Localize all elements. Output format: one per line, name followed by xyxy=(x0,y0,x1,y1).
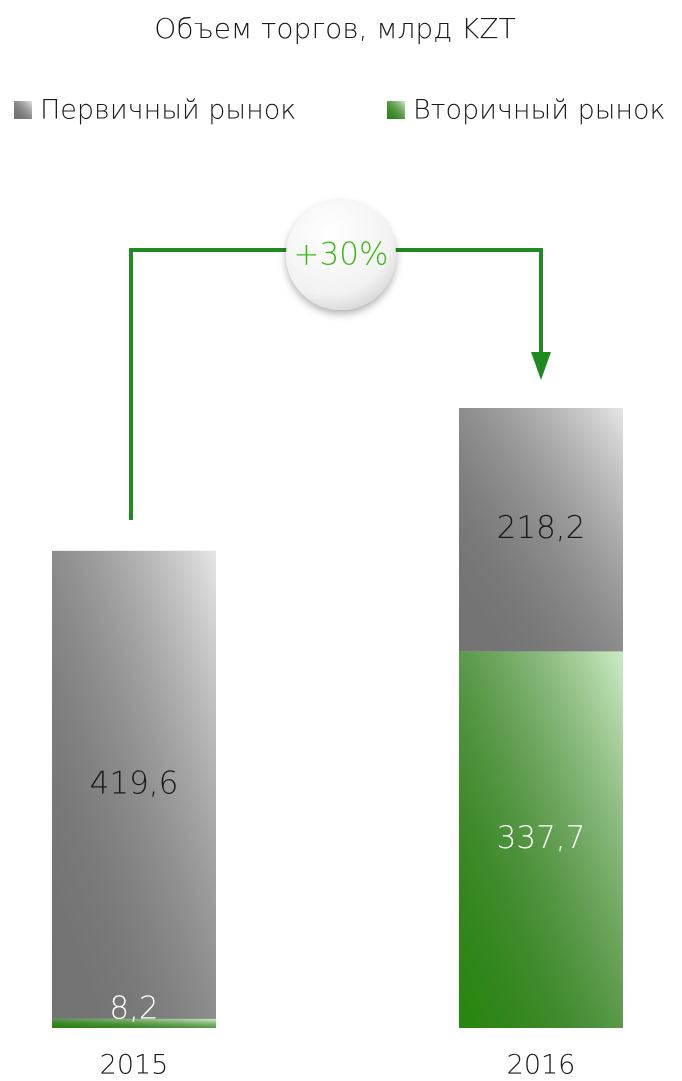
bar-shine xyxy=(459,651,623,1028)
annotation: +30% xyxy=(294,237,389,273)
value-label: 419,6 xyxy=(90,765,179,801)
value-label: 8,2 xyxy=(109,991,158,1027)
bar-shine xyxy=(52,550,216,1019)
value-label: 218,2 xyxy=(497,510,586,546)
x-tick-label: 2015 xyxy=(100,1050,169,1081)
bar-shine xyxy=(459,408,623,652)
legend-swatch-shine xyxy=(14,101,32,119)
value-label: 337,7 xyxy=(497,820,586,856)
legend-swatch-shine xyxy=(387,101,405,119)
legend-label: Первичный рынок xyxy=(40,95,296,126)
x-tick-label: 2016 xyxy=(507,1050,576,1081)
annotation-badge xyxy=(286,200,396,310)
legend-label: Вторичный рынок xyxy=(413,95,666,126)
chart-title: Объем торгов, млрд KZT xyxy=(154,12,515,45)
arrow-head xyxy=(531,352,551,380)
bar-shine xyxy=(52,1018,216,1028)
